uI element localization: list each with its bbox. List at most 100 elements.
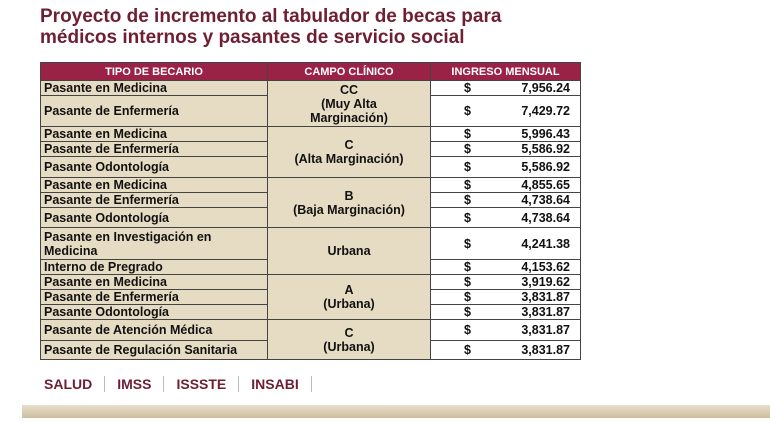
campo-line: (Baja Marginación) <box>293 202 405 217</box>
currency: $ <box>464 193 471 207</box>
table-row: Pasante Odontología $4,738.64 <box>40 207 581 228</box>
monthly-income: $7,429.72 <box>430 95 581 127</box>
amount: 3,831.87 <box>521 290 570 304</box>
table-row: Pasante en Medicina C (Alta Marginación) $5… <box>40 126 581 178</box>
table-row: Pasante de Enfermería $3,831.87 <box>40 289 581 305</box>
becario-type: Pasante de Enfermería <box>40 95 268 127</box>
amount: 3,831.87 <box>521 305 570 319</box>
campo-line: (Muy Alta <box>321 96 377 111</box>
amount: 4,855.65 <box>521 178 570 192</box>
monthly-income: $7,956.24 <box>430 80 581 96</box>
table-row: Pasante de Atención Médica C (Urbana) $3,83… <box>40 319 581 360</box>
amount: 5,996.43 <box>521 127 570 141</box>
currency: $ <box>464 210 471 225</box>
currency: $ <box>464 127 471 141</box>
monthly-income: $4,153.62 <box>430 259 581 275</box>
monthly-income: $4,738.64 <box>430 207 581 228</box>
title-line: médicos internos y pasantes de servicio … <box>40 27 465 48</box>
currency: $ <box>464 236 471 251</box>
table-row: Pasante de Enfermería $5,586.92 <box>40 141 581 157</box>
becario-type: Pasante en Medicina <box>40 80 268 96</box>
becario-type: Pasante de Enfermería <box>40 192 268 208</box>
currency: $ <box>464 160 471 174</box>
title-line: Proyecto de incremento al tabulador de b… <box>40 6 502 27</box>
becario-type: Pasante Odontología <box>40 304 268 320</box>
monthly-income: $5,996.43 <box>430 126 581 142</box>
monthly-income: $3,831.87 <box>430 340 581 360</box>
monthly-income: $5,586.92 <box>430 156 581 178</box>
table-row: Pasante Odontología $3,831.87 <box>40 304 581 320</box>
becario-type: Pasante de Regulación Sanitaria <box>40 340 268 360</box>
table-row: Pasante de Enfermería $7,429.72 <box>40 95 581 127</box>
campo-line: C <box>344 325 354 340</box>
logo: SALUD <box>44 376 106 392</box>
campo-line: (Urbana) <box>323 339 375 354</box>
campo-clinico: Urbana <box>267 227 431 275</box>
becario-type: Pasante de Enfermería <box>40 289 268 305</box>
campo-clinico: A (Urbana) <box>267 274 431 320</box>
currency: $ <box>464 178 471 192</box>
campo-line: Urbana <box>327 244 371 258</box>
table-row: Pasante en Investigación en Medicina Urba… <box>40 227 581 275</box>
logos: SALUD IMSS ISSSTE INSABI <box>44 376 312 392</box>
becario-type: Pasante Odontología <box>40 156 268 178</box>
becario-type: Pasante en Medicina <box>40 177 268 193</box>
monthly-income: $3,831.87 <box>430 304 581 320</box>
amount: 4,738.64 <box>521 193 570 207</box>
campo-clinico: C (Alta Marginación) <box>267 126 431 178</box>
column-header: INGRESO MENSUAL <box>430 62 581 81</box>
amount: 3,919.62 <box>521 275 570 289</box>
table-row: Pasante en Medicina B (Baja Marginación) $4… <box>40 177 581 228</box>
header-row: TIPO DE BECARIO CAMPO CLÍNICO INGRESO MENS… <box>40 62 581 81</box>
campo-line: CC <box>339 82 359 97</box>
becario-type: Pasante de Enfermería <box>40 141 268 157</box>
monthly-income: $3,831.87 <box>430 289 581 305</box>
currency: $ <box>464 323 471 337</box>
currency: $ <box>464 343 471 357</box>
monthly-income: $5,586.92 <box>430 141 581 157</box>
table-row: Interno de Pregrado $4,153.62 <box>40 259 581 275</box>
currency: $ <box>464 142 471 156</box>
campo-line: (Urbana) <box>323 297 375 311</box>
campo-line: C <box>344 138 354 152</box>
becario-type: Pasante en Investigación en Medicina <box>40 227 268 260</box>
amount: 4,241.38 <box>521 236 570 251</box>
amount: 5,586.92 <box>521 160 570 174</box>
monthly-income: $3,831.87 <box>430 319 581 341</box>
table-row: Pasante Odontología $5,586.92 <box>40 156 581 178</box>
amount: 3,831.87 <box>521 323 570 337</box>
title: Proyecto de incremento al tabulador de b… <box>40 6 501 48</box>
monthly-income: $3,919.62 <box>430 274 581 290</box>
becario-type: Pasante en Medicina <box>40 274 268 290</box>
footer-band <box>22 405 770 418</box>
becario-type: Interno de Pregrado <box>40 259 268 275</box>
amount: 3,831.87 <box>521 343 570 357</box>
campo-line: B <box>344 188 354 203</box>
column-header: TIPO DE BECARIO <box>40 62 268 81</box>
logo: IMSS <box>117 376 165 392</box>
table-row: Pasante de Regulación Sanitaria $3,831.87 <box>40 340 581 360</box>
table-row: Pasante en Medicina A (Urbana) $3,919.62 <box>40 274 581 320</box>
currency: $ <box>464 275 471 289</box>
currency: $ <box>464 290 471 304</box>
logo: INSABI <box>251 376 312 392</box>
table-row: Pasante en Medicina CC (Muy Alta Marginació… <box>40 80 581 127</box>
monthly-income: $4,855.65 <box>430 177 581 193</box>
monthly-income: $4,738.64 <box>430 192 581 208</box>
campo-clinico: CC (Muy Alta Marginación) <box>267 80 431 127</box>
amount: 4,738.64 <box>521 210 570 225</box>
currency: $ <box>464 260 471 274</box>
campo-line: (Alta Marginación) <box>294 152 404 166</box>
becario-type: Pasante Odontología <box>40 207 268 228</box>
amount: 7,429.72 <box>521 104 570 118</box>
amount: 5,586.92 <box>521 142 570 156</box>
scholarship-table: TIPO DE BECARIO CAMPO CLÍNICO INGRESO MENS… <box>40 62 581 360</box>
logo: ISSSTE <box>176 376 240 392</box>
currency: $ <box>464 305 471 319</box>
column-header: CAMPO CLÍNICO <box>267 62 431 81</box>
currency: $ <box>464 81 471 95</box>
monthly-income: $4,241.38 <box>430 227 581 260</box>
amount: 7,956.24 <box>521 81 570 95</box>
becario-type: Pasante de Atención Médica <box>40 319 268 341</box>
